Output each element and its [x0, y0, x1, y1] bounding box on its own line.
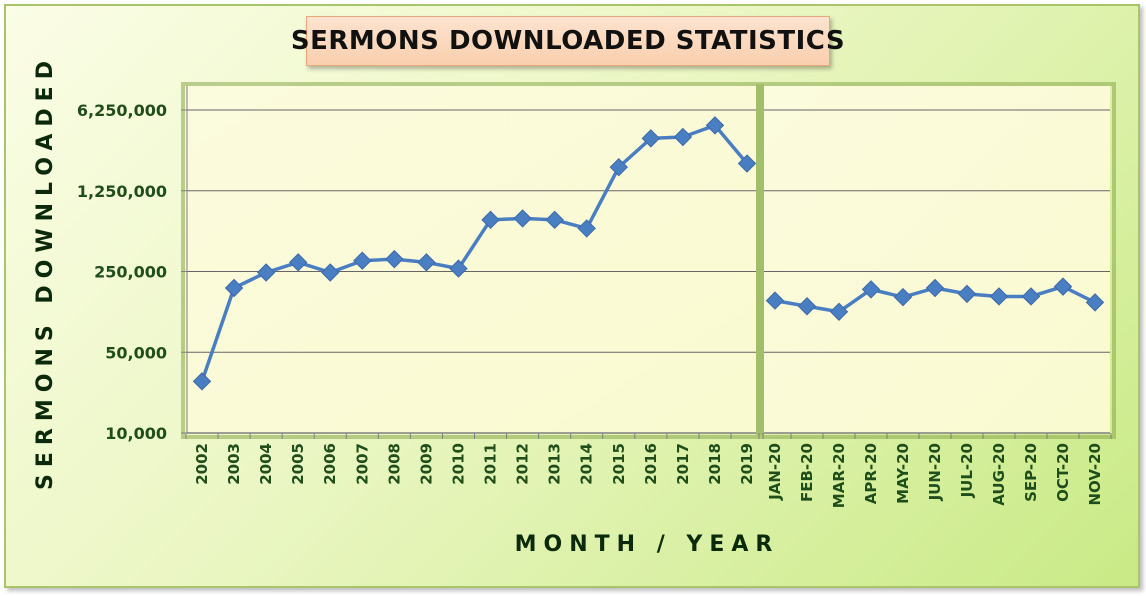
data-point-APR-20 [861, 280, 881, 299]
x-tick-label: 2017 [674, 443, 692, 485]
data-point-2004 [256, 263, 276, 282]
x-tick-label: 2019 [738, 443, 756, 485]
chart-title: SERMONS DOWNLOADED STATISTICS [290, 26, 846, 56]
plot-frame [181, 82, 1116, 439]
x-tick-label: AUG-20 [990, 443, 1008, 506]
data-point-AUG-20 [989, 287, 1009, 306]
y-tick-label: 50,000 [105, 343, 167, 362]
y-tick-label: 250,000 [94, 263, 167, 282]
x-tick-label: JUL-20 [958, 443, 976, 498]
chart-title-box: SERMONS DOWNLOADED STATISTICS [291, 16, 845, 66]
x-tick-label: JAN-20 [766, 443, 784, 501]
data-point-JUN-20 [925, 278, 945, 298]
x-tick-label: JUN-20 [926, 443, 944, 501]
x-tick-label: 2002 [193, 443, 211, 485]
x-tick-label: 2009 [417, 443, 435, 485]
data-point-2009 [417, 253, 436, 272]
data-point-2019 [737, 154, 757, 173]
x-tick-label: MAR-20 [830, 443, 848, 508]
data-point-2018 [705, 116, 725, 135]
data-point-JAN-20 [765, 291, 785, 310]
y-tick-label: 1,250,000 [77, 182, 167, 201]
x-tick-label: FEB-20 [798, 443, 816, 502]
x-tick-label: 2008 [385, 443, 403, 485]
x-tick-label: 2013 [546, 443, 564, 485]
x-tick-label: 2014 [578, 443, 596, 485]
data-point-SEP-20 [1021, 287, 1041, 306]
data-point-2003 [224, 278, 244, 298]
x-tick-label: NOV-20 [1086, 443, 1104, 506]
data-point-2013 [545, 210, 564, 230]
x-tick-label: SEP-20 [1022, 443, 1040, 502]
data-point-2006 [321, 263, 340, 282]
data-point-2002 [192, 372, 212, 391]
x-tick-label: 2016 [642, 443, 660, 485]
data-point-MAY-20 [893, 287, 913, 307]
data-point-JUL-20 [957, 284, 977, 304]
data-point-MAR-20 [829, 302, 849, 321]
x-tick-label: 2004 [257, 443, 275, 485]
data-point-2014 [577, 219, 596, 238]
panel-divider [756, 84, 764, 435]
data-point-2010 [449, 259, 468, 278]
data-point-2011 [481, 210, 500, 230]
data-point-OCT-20 [1053, 277, 1073, 296]
data-point-2012 [513, 209, 532, 228]
x-tick-label: 2006 [321, 443, 339, 485]
data-point-2015 [609, 157, 628, 177]
x-tick-label: 2005 [289, 443, 307, 485]
x-tick-label: OCT-20 [1054, 443, 1072, 502]
data-point-2005 [288, 253, 308, 272]
data-point-2016 [641, 129, 661, 148]
x-tick-label: MAY-20 [894, 443, 912, 504]
x-tick-label: 2007 [353, 443, 371, 485]
x-tick-label: 2011 [482, 443, 500, 485]
data-point-2017 [673, 127, 693, 147]
y-tick-label: 6,250,000 [77, 101, 167, 120]
plot-area-months-2020 [764, 86, 1110, 433]
y-tick-label: 10,000 [105, 424, 167, 443]
data-point-FEB-20 [797, 297, 817, 316]
x-axis-title: MONTH / YEAR [515, 532, 780, 557]
data-point-NOV-20 [1085, 293, 1105, 312]
data-point-2008 [385, 249, 404, 269]
x-tick-label: 2010 [449, 443, 467, 485]
x-tick-label: 2003 [225, 443, 243, 485]
data-point-2007 [353, 251, 372, 270]
plot-area-years [187, 86, 756, 433]
x-tick-label: 2015 [610, 443, 628, 485]
y-axis-title: SERMONS DOWNLOADED [33, 54, 58, 490]
x-tick-label: 2018 [706, 443, 724, 485]
x-tick-label: APR-20 [862, 443, 880, 504]
x-tick-label: 2012 [514, 443, 532, 485]
